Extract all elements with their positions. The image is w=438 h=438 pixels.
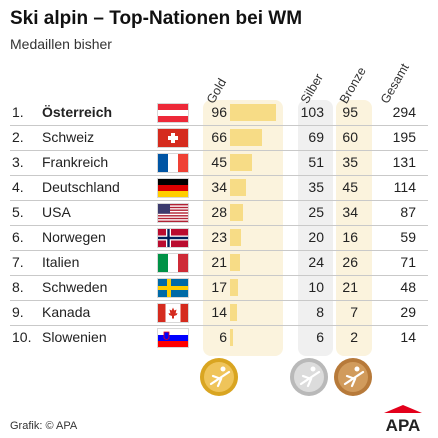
bronze-value: 7 bbox=[350, 304, 358, 320]
total-value: 114 bbox=[393, 179, 416, 195]
gold-value: 17 bbox=[211, 279, 227, 295]
silver-value: 20 bbox=[308, 229, 324, 245]
silver-value: 8 bbox=[316, 304, 324, 320]
si-flag bbox=[157, 328, 189, 348]
it-flag bbox=[157, 253, 189, 273]
silver-value: 25 bbox=[308, 204, 324, 220]
total-value: 29 bbox=[400, 304, 416, 320]
gold-value: 6 bbox=[219, 329, 227, 345]
bronze-medal-icon bbox=[334, 358, 372, 396]
gold-value: 34 bbox=[211, 179, 227, 195]
silver-medal-icon bbox=[290, 358, 328, 396]
bronze-value: 26 bbox=[342, 254, 358, 270]
fr-flag bbox=[157, 153, 189, 173]
at-flag bbox=[157, 103, 189, 123]
country-name: Deutschland bbox=[42, 179, 120, 195]
gold-value: 23 bbox=[211, 229, 227, 245]
chart-title: Ski alpin – Top-Nationen bei WM bbox=[10, 8, 303, 29]
apa-logo: APA bbox=[384, 405, 422, 433]
silver-value: 10 bbox=[308, 279, 324, 295]
gold-bar bbox=[230, 154, 252, 171]
us-flag bbox=[157, 203, 189, 223]
total-value: 195 bbox=[392, 129, 416, 145]
country-name: Italien bbox=[42, 254, 80, 270]
rank-label: 2. bbox=[12, 129, 24, 145]
bronze-value: 16 bbox=[342, 229, 358, 245]
bronze-value: 34 bbox=[342, 204, 358, 220]
total-value: 87 bbox=[400, 204, 416, 220]
svg-text:APA: APA bbox=[386, 416, 421, 433]
rank-label: 3. bbox=[12, 154, 24, 170]
country-name: Schweden bbox=[42, 279, 108, 295]
country-name: Kanada bbox=[42, 304, 91, 320]
chart-subtitle: Medaillen bisher bbox=[10, 36, 112, 52]
gold-bar bbox=[230, 304, 237, 321]
rank-label: 10. bbox=[12, 329, 32, 345]
gold-value: 66 bbox=[211, 129, 227, 145]
silver-value: 35 bbox=[308, 179, 324, 195]
country-name: USA bbox=[42, 204, 71, 220]
row-divider bbox=[10, 250, 428, 251]
total-value: 294 bbox=[392, 104, 416, 120]
gold-value: 28 bbox=[211, 204, 227, 220]
row-divider bbox=[10, 200, 428, 201]
silver-value: 24 bbox=[308, 254, 324, 270]
gold-bar bbox=[230, 229, 241, 246]
silver-value: 51 bbox=[308, 154, 324, 170]
rank-label: 8. bbox=[12, 279, 24, 295]
gold-value: 96 bbox=[211, 104, 227, 120]
rank-label: 7. bbox=[12, 254, 24, 270]
total-value: 14 bbox=[400, 329, 416, 345]
total-value: 59 bbox=[400, 229, 416, 245]
row-divider bbox=[10, 275, 428, 276]
row-divider bbox=[10, 325, 428, 326]
row-divider bbox=[10, 150, 428, 151]
country-name: Schweiz bbox=[42, 129, 95, 145]
silver-column-panel bbox=[298, 100, 333, 356]
bronze-value: 95 bbox=[342, 104, 358, 120]
bronze-value: 2 bbox=[350, 329, 358, 345]
rank-label: 9. bbox=[12, 304, 24, 320]
gold-bar bbox=[230, 179, 246, 196]
bronze-value: 45 bbox=[342, 179, 358, 195]
no-flag bbox=[157, 228, 189, 248]
se-flag bbox=[157, 278, 189, 298]
silver-value: 69 bbox=[308, 129, 324, 145]
gold-bar bbox=[230, 204, 243, 221]
gold-bar bbox=[230, 254, 240, 271]
country-name: Frankreich bbox=[42, 154, 109, 170]
rank-label: 6. bbox=[12, 229, 24, 245]
country-name: Slowenien bbox=[42, 329, 107, 345]
total-value: 131 bbox=[392, 154, 416, 170]
rank-label: 4. bbox=[12, 179, 24, 195]
country-name: Österreich bbox=[42, 104, 113, 120]
silver-value: 6 bbox=[316, 329, 324, 345]
bronze-value: 60 bbox=[342, 129, 358, 145]
gold-value: 14 bbox=[211, 304, 227, 320]
gold-bar bbox=[230, 329, 233, 346]
gold-bar bbox=[230, 279, 238, 296]
rank-label: 1. bbox=[12, 104, 24, 120]
ch-flag bbox=[157, 128, 189, 148]
gold-bar bbox=[230, 104, 276, 121]
country-name: Norwegen bbox=[42, 229, 106, 245]
gold-value: 45 bbox=[211, 154, 227, 170]
row-divider bbox=[10, 125, 428, 126]
row-divider bbox=[10, 175, 428, 176]
ca-flag bbox=[157, 303, 189, 323]
total-value: 71 bbox=[400, 254, 416, 270]
gold-value: 21 bbox=[211, 254, 227, 270]
credit-text: Grafik: © APA bbox=[10, 420, 78, 432]
bronze-value: 21 bbox=[342, 279, 358, 295]
bronze-column-panel bbox=[336, 100, 372, 356]
total-value: 48 bbox=[400, 279, 416, 295]
row-divider bbox=[10, 300, 428, 301]
gold-bar bbox=[230, 129, 262, 146]
silver-value: 103 bbox=[300, 104, 324, 120]
rank-label: 5. bbox=[12, 204, 24, 220]
de-flag bbox=[157, 178, 189, 198]
gold-medal-icon bbox=[200, 358, 238, 396]
bronze-value: 35 bbox=[342, 154, 358, 170]
row-divider bbox=[10, 225, 428, 226]
